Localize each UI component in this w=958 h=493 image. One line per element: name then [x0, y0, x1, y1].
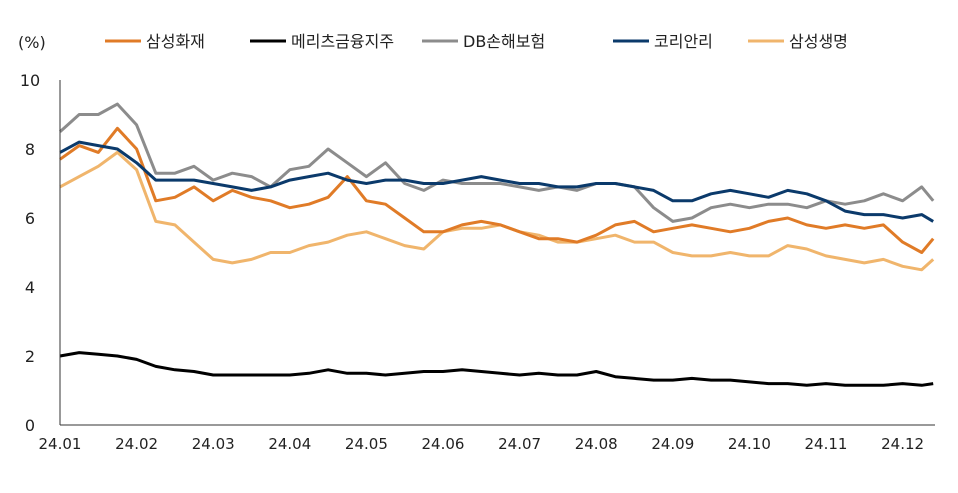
- y-tick-label: 10: [20, 71, 40, 90]
- y-tick-label: 8: [25, 140, 35, 159]
- x-tick-label: 24.08: [575, 435, 618, 453]
- x-tick-label: 24.09: [651, 435, 694, 453]
- x-tick-label: 24.04: [268, 435, 311, 453]
- legend-item: 코리안리: [613, 32, 713, 51]
- legend-label: 코리안리: [654, 32, 713, 51]
- legend-label: 삼성생명: [789, 32, 848, 51]
- x-tick-label: 24.01: [39, 435, 82, 453]
- legend-item: 삼성화재: [105, 32, 205, 51]
- legend: 삼성화재 메리츠금융지주 DB손해보험 코리안리 삼성생명: [105, 32, 848, 51]
- x-tick-label: 24.03: [192, 435, 235, 453]
- series-line-4: [59, 150, 935, 272]
- y-axis: 0 2 4 6 8 10: [20, 71, 40, 435]
- series-line-3: [59, 140, 934, 223]
- x-tick-label: 24.12: [881, 435, 924, 453]
- y-tick-label: 2: [25, 347, 35, 366]
- y-axis-label: (%): [18, 33, 46, 52]
- legend-item: DB손해보험: [422, 32, 545, 51]
- x-axis: 24.01 24.02 24.03 24.04 24.05 24.06 24.07 24.08…: [39, 435, 925, 453]
- x-tick-label: 24.10: [728, 435, 771, 453]
- series-lines: [58, 102, 935, 387]
- legend-item: 삼성생명: [748, 32, 848, 51]
- legend-label: 메리츠금융지주: [291, 32, 394, 51]
- series-line-1: [59, 351, 934, 387]
- series-line-2: [58, 102, 935, 223]
- x-tick-label: 24.05: [345, 435, 388, 453]
- legend-label: DB손해보험: [463, 32, 545, 51]
- x-tick-label: 24.11: [805, 435, 848, 453]
- x-tick-label: 24.07: [498, 435, 541, 453]
- series-line-0: [59, 126, 935, 254]
- x-tick-label: 24.02: [115, 435, 158, 453]
- y-tick-label: 6: [25, 209, 35, 228]
- legend-item: 메리츠금융지주: [250, 32, 394, 51]
- y-tick-label: 4: [25, 278, 35, 297]
- y-tick-label: 0: [25, 416, 35, 435]
- legend-label: 삼성화재: [146, 32, 205, 51]
- x-tick-label: 24.06: [422, 435, 465, 453]
